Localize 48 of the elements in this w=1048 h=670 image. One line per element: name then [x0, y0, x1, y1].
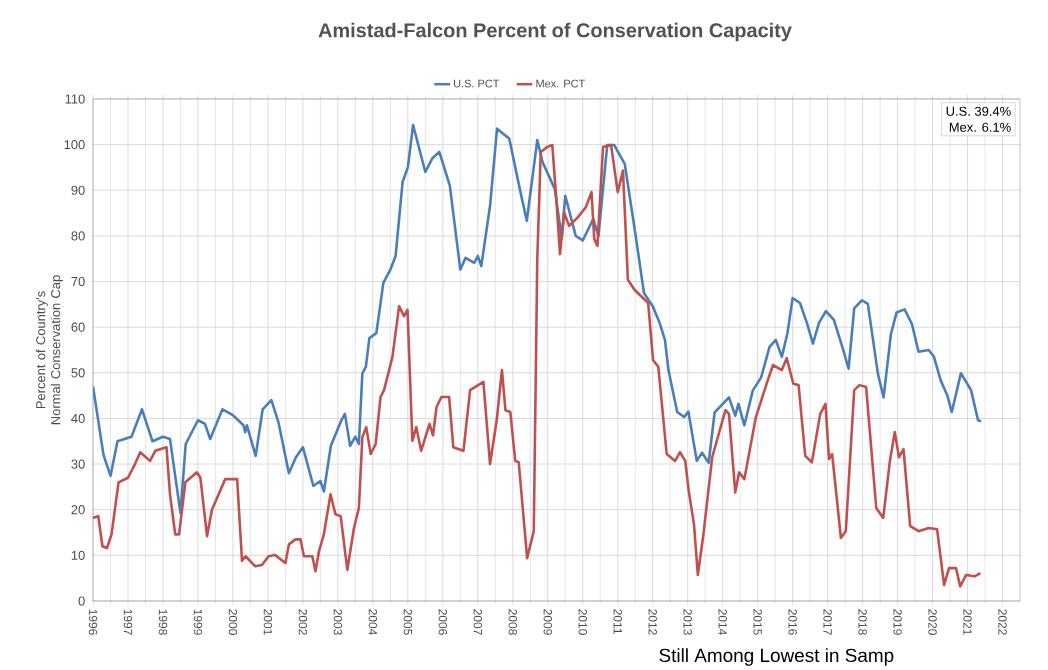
y-axis-title: Percent of Country's Normal Conservation Cap: [35, 275, 63, 425]
chart-title: Amistad-Falcon Percent of Conservation Capacity: [318, 22, 792, 42]
legend-label: Mex. PCT: [536, 79, 585, 88]
x-tick-label: 2006: [438, 609, 448, 635]
x-tick-label: 2015: [753, 609, 762, 635]
line-series: [93, 123, 983, 515]
x-tick-label: 2008: [508, 609, 518, 635]
x-tick-label: 2013: [683, 609, 692, 635]
y-tick-label: 40: [71, 413, 85, 424]
x-tick-label: 2000: [228, 609, 238, 635]
x-tick-label: 1999: [193, 609, 203, 635]
x-tick-label: 2020: [928, 609, 937, 635]
y-tick-label: 70: [71, 276, 85, 287]
legend-label: U.S. PCT: [454, 79, 500, 88]
x-tick-label: 2007: [473, 609, 483, 635]
line-series: [93, 143, 982, 588]
x-tick-label: 2016: [788, 609, 797, 635]
y-tick-label: 50: [71, 368, 85, 378]
x-tick-label: 2003: [333, 609, 343, 635]
x-tick-label: 1996: [88, 609, 98, 635]
y-tick-label: 80: [71, 231, 85, 241]
x-tick-label: 2021: [963, 609, 972, 635]
x-tick-label: 2002: [298, 609, 308, 635]
x-tick-label: 2014: [718, 609, 727, 635]
x-tick-label: 2017: [823, 609, 832, 635]
y-tick-label: 0: [78, 596, 85, 606]
y-tick-label: 100: [64, 140, 85, 150]
annotation: Mex. 6.1%: [949, 122, 1011, 132]
x-tick-label: 2009: [543, 609, 552, 635]
x-tick-label: 2018: [858, 609, 867, 635]
x-tick-label: 2012: [648, 609, 657, 635]
x-tick-label: 2001: [263, 609, 273, 635]
x-tick-label: 2011: [613, 609, 622, 634]
y-tick-label: 20: [71, 505, 85, 515]
x-tick-label: 2019: [893, 609, 902, 635]
y-tick-label: 30: [71, 459, 85, 469]
x-tick-label: 2005: [403, 609, 413, 635]
y-tick-label: 10: [71, 550, 85, 560]
y-tick-label: 60: [71, 322, 85, 332]
text: Still Among Lowest in Samp: [659, 648, 894, 666]
x-tick-label: 1997: [123, 609, 133, 635]
y-tick-label: 90: [71, 185, 85, 195]
x-tick-label: 2010: [578, 609, 587, 635]
x-tick-label: 2022: [998, 609, 1007, 635]
x-tick-label: 2004: [368, 609, 378, 635]
y-tick-label: 110: [65, 94, 85, 104]
annotation: U.S. 39.4%: [946, 106, 1011, 116]
x-tick-label: 1998: [158, 609, 168, 635]
